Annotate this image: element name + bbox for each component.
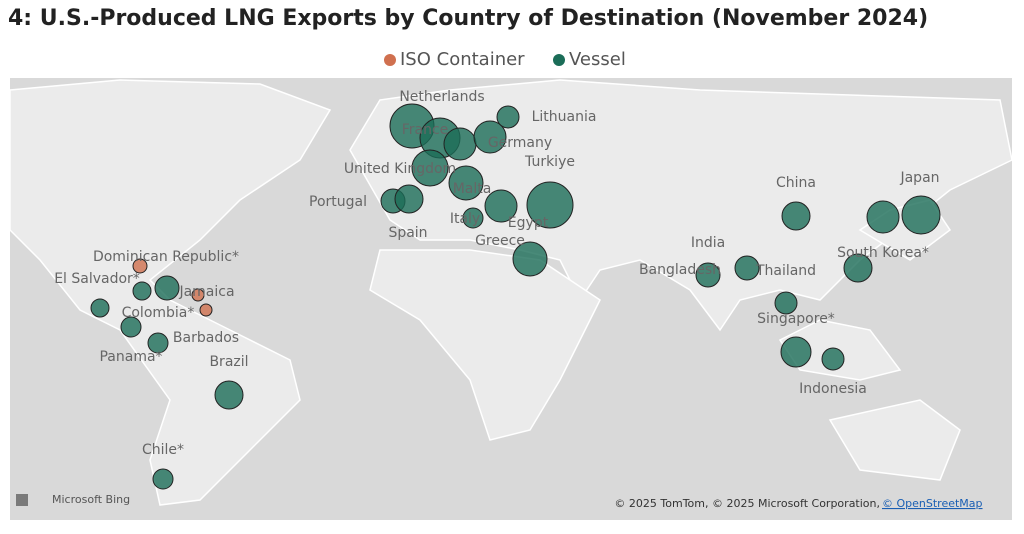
title: 4: U.S.-Produced LNG Exports by Country … (8, 6, 928, 31)
brand-logo (16, 494, 28, 506)
bubble (821, 347, 845, 371)
bubble (191, 288, 205, 302)
bubble (774, 291, 798, 315)
country-label: Singapore* (757, 311, 835, 327)
country-label: Germany (488, 135, 552, 151)
country-label: Malta (453, 181, 492, 197)
bubble (448, 165, 484, 201)
bubble (526, 181, 574, 229)
country-label: Egypt (508, 215, 549, 231)
bubble (199, 303, 213, 317)
country-label: Turkiye (524, 154, 575, 170)
country-label: Chile* (142, 442, 184, 458)
country-label: Lithuania (532, 109, 597, 125)
country-label: France (402, 122, 449, 138)
bubble (866, 200, 900, 234)
bubble (901, 195, 941, 235)
country-label: Netherlands (399, 89, 484, 105)
country-label: Greece (475, 233, 525, 249)
bubble (154, 275, 180, 301)
legend-swatch (384, 54, 396, 66)
country-label: United Kingdom (344, 161, 456, 177)
bubble (411, 149, 449, 187)
country-label: Indonesia (799, 381, 867, 397)
legend: ISO Container Vessel (384, 49, 626, 70)
brand: Microsoft Bing (52, 493, 130, 506)
bubble (443, 127, 477, 161)
country-label: Bangladesh (639, 262, 721, 278)
osm-link[interactable]: © OpenStreetMap (882, 497, 983, 510)
bubble (394, 184, 424, 214)
bubble (695, 262, 721, 288)
bubble (843, 253, 873, 283)
bubble (781, 201, 811, 231)
country-label: Dominican Republic* (93, 249, 239, 265)
country-label: Barbados (173, 330, 239, 346)
legend-label: ISO Container (400, 49, 525, 70)
bubble (132, 281, 152, 301)
legend-swatch (553, 54, 565, 66)
country-label: India (691, 235, 725, 251)
bubble (214, 380, 244, 410)
country-label: Portugal (309, 194, 367, 210)
country-label: Jamaica (178, 284, 234, 300)
bubble (734, 255, 760, 281)
bubble (473, 120, 507, 154)
bubble (152, 468, 174, 490)
legend-label: Vessel (569, 49, 626, 70)
bubble (462, 207, 484, 229)
country-label: El Salvador* (54, 271, 140, 287)
bubble (147, 332, 169, 354)
bubble (512, 241, 548, 277)
country-label: Italy (450, 211, 480, 227)
bubble (90, 298, 110, 318)
country-label: Brazil (209, 354, 248, 370)
country-label: South Korea* (837, 245, 929, 261)
copyright: © 2025 TomTom, © 2025 Microsoft Corporat… (614, 497, 880, 510)
bubble (496, 105, 520, 129)
country-label: Spain (388, 225, 427, 241)
country-label: Colombia* (122, 305, 195, 321)
country-label: China (776, 175, 816, 191)
bubble (120, 316, 142, 338)
country-label: Thailand (755, 263, 816, 279)
country-label: Panama* (99, 349, 162, 365)
bubble (132, 258, 148, 274)
country-label: Japan (899, 170, 939, 186)
bubble (780, 336, 812, 368)
bubble (484, 189, 518, 223)
